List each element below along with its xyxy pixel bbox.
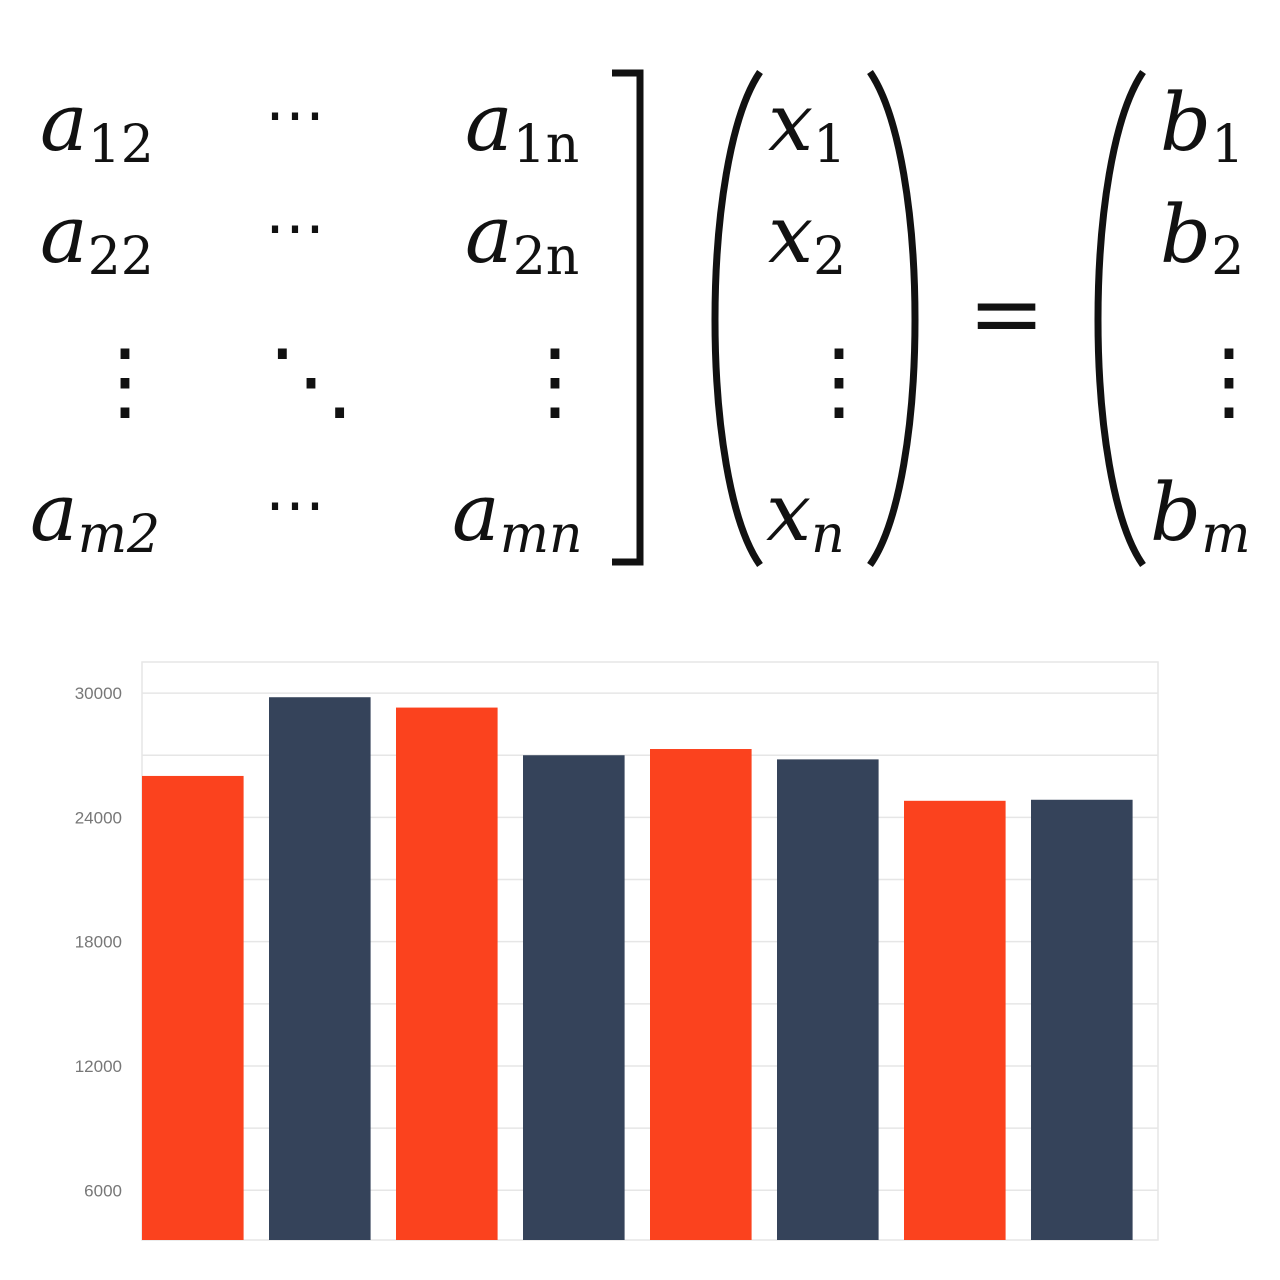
b-vdots: ⋮ xyxy=(1186,331,1272,431)
matrix-right-bracket xyxy=(612,69,644,566)
bar xyxy=(650,749,752,1240)
cell-amn-sub: mn xyxy=(500,505,583,565)
cell-a1n-sub: 1n xyxy=(513,115,580,175)
x1-sub: 1 xyxy=(813,115,846,175)
bm-base: b xyxy=(1150,466,1201,559)
row-4-hdots: ⋯ xyxy=(265,470,325,540)
bm-sub: m xyxy=(1201,505,1250,565)
x1-base: x xyxy=(768,76,813,169)
x-entry-n: xn xyxy=(766,466,845,565)
chart-y-axis: 6000 12000 18000 24000 30000 xyxy=(75,684,122,1200)
cell-a12-base: a xyxy=(40,76,88,169)
cell-am2-sub: m2 xyxy=(78,505,160,565)
cell-a22-sub: 22 xyxy=(88,227,154,287)
x-entry-1: x1 xyxy=(768,76,846,175)
x-vdots: ⋮ xyxy=(796,331,882,431)
bar xyxy=(777,759,879,1240)
cell-am2-base: a xyxy=(30,466,78,559)
row-3-vdots-left: ⋮ xyxy=(82,331,168,431)
matrix-row-1-last: a1n xyxy=(465,76,579,175)
row-1-hdots: ⋯ xyxy=(265,80,325,150)
x-entry-2: x2 xyxy=(768,188,846,287)
b1-base: b xyxy=(1160,76,1211,169)
y-tick-label: 24000 xyxy=(75,808,122,827)
cell-a22-base: a xyxy=(40,188,88,281)
matrix-equation: a12 ⋯ a1n a22 ⋯ a2n ⋮ ⋱ ⋮ am2 ⋯ amn x1 x… xyxy=(30,69,1272,568)
cell-a1n-base: a xyxy=(465,76,513,169)
bar xyxy=(396,707,498,1240)
y-tick-label: 30000 xyxy=(75,684,122,703)
bar-chart: 6000 12000 18000 24000 30000 xyxy=(75,661,1159,1241)
matrix-row-4: am2 xyxy=(30,466,160,565)
matrix-row-2-last: a2n xyxy=(465,188,579,287)
bar xyxy=(904,800,1006,1240)
y-tick-label: 18000 xyxy=(75,933,122,952)
row-3-vdots-right: ⋮ xyxy=(512,331,598,431)
b-vector-left-paren xyxy=(1094,70,1146,568)
bar xyxy=(142,775,244,1240)
row-2-hdots: ⋯ xyxy=(265,193,325,263)
bar xyxy=(523,755,625,1240)
x2-sub: 2 xyxy=(813,227,846,287)
b-entry-2: b2 xyxy=(1160,188,1244,287)
bar xyxy=(1031,799,1133,1240)
b2-sub: 2 xyxy=(1211,227,1244,287)
matrix-row-1: a12 xyxy=(40,76,154,175)
cell-a2n-sub: 2n xyxy=(513,227,580,287)
matrix-row-4-last: amn xyxy=(452,466,583,565)
equals-sign: = xyxy=(968,260,1045,367)
row-3-ddots: ⋱ xyxy=(268,331,354,431)
y-tick-label: 6000 xyxy=(84,1181,122,1200)
matrix-row-2: a22 xyxy=(40,188,154,287)
cell-a12-sub: 12 xyxy=(88,115,154,175)
x2-base: x xyxy=(768,188,813,281)
chart-bars xyxy=(142,697,1133,1240)
b1-sub: 1 xyxy=(1211,115,1244,175)
b-entry-m: bm xyxy=(1150,466,1251,565)
b-entry-1: b1 xyxy=(1160,76,1244,175)
cell-amn-base: a xyxy=(452,466,500,559)
cell-a2n-base: a xyxy=(465,188,513,281)
b2-base: b xyxy=(1160,188,1211,281)
bar xyxy=(269,697,371,1240)
xn-base: x xyxy=(766,466,811,559)
x-vector-left-paren xyxy=(711,70,763,568)
x-vector-right-paren xyxy=(867,70,919,568)
y-tick-label: 12000 xyxy=(75,1057,122,1076)
xn-sub: n xyxy=(811,505,845,565)
